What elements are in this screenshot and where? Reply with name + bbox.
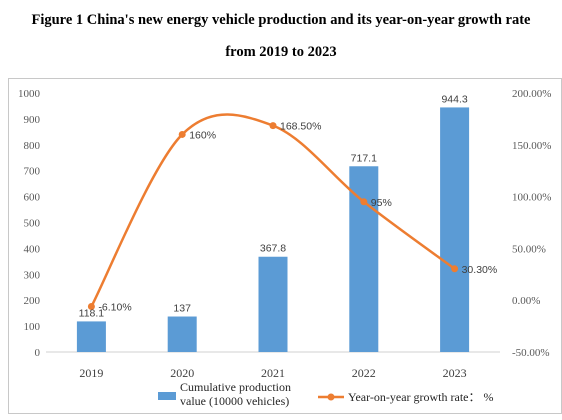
bar <box>440 107 470 352</box>
legend-bar-swatch <box>158 392 176 400</box>
y-left-tick-label: 900 <box>24 114 41 126</box>
bar <box>349 166 379 352</box>
y-right-tick-label: 50.00% <box>512 243 546 255</box>
bar-value-label: 717.1 <box>351 152 377 164</box>
y-right-tick-label: 150.00% <box>512 140 551 152</box>
x-tick-label: 2019 <box>79 366 103 380</box>
line-point <box>87 303 95 311</box>
y-left-tick-label: 1000 <box>18 88 41 100</box>
x-tick-label: 2023 <box>443 366 467 380</box>
legend-line-marker <box>327 393 335 401</box>
line-point <box>360 198 368 206</box>
bar-value-label: 137 <box>173 303 191 315</box>
x-tick-label: 2022 <box>352 366 376 380</box>
y-left-tick-label: 700 <box>24 166 41 178</box>
x-tick-label: 2021 <box>261 366 285 380</box>
x-tick-label: 2020 <box>170 366 194 380</box>
bar-value-label: 944.3 <box>441 93 467 105</box>
y-left-tick-label: 600 <box>24 192 41 204</box>
line-series <box>87 113 459 311</box>
line-point <box>451 265 459 273</box>
growth-value-label: 160% <box>189 129 216 141</box>
y-right-tick-label: -50.00% <box>512 347 550 359</box>
growth-rate-line <box>90 113 456 308</box>
bar <box>76 321 106 352</box>
line-point <box>178 130 186 138</box>
bar-series <box>76 107 470 352</box>
growth-value-label: 30.30% <box>462 264 498 276</box>
bar-value-label: 118.1 <box>79 307 105 319</box>
y-left-tick-label: 200 <box>24 295 41 307</box>
chart-title-line-1: Figure 1 China's new energy vehicle prod… <box>31 12 531 28</box>
y-left-tick-label: 800 <box>24 140 41 152</box>
legend-bar-label-line-1: Cumulative production <box>180 380 291 394</box>
growth-value-label: -6.10% <box>98 302 131 314</box>
line-point <box>269 122 277 130</box>
y-right-tick-label: 100.00% <box>512 192 551 204</box>
legend-bar-label-line-2: value (10000 vehicles) <box>180 394 289 408</box>
y-left-tick-label: 400 <box>24 243 41 255</box>
y-right-tick-label: 200.00% <box>512 88 551 100</box>
bar-value-label: 367.8 <box>260 243 286 255</box>
y-left-tick-label: 500 <box>24 218 41 230</box>
growth-value-label: 95% <box>371 197 392 209</box>
growth-value-label: 168.50% <box>280 121 321 133</box>
y-right-tick-label: 0.00% <box>512 295 540 307</box>
data-labels: 118.1 137 367.8 717.1 944.3 -6.10% 160% 168.50%… <box>79 93 498 319</box>
legend-line-label: Year-on-year growth rate： % <box>348 390 494 404</box>
bar <box>258 256 288 352</box>
y-left-tick-label: 300 <box>24 269 41 281</box>
chart-title-line-2: from 2019 to 2023 <box>225 44 337 60</box>
y-left-tick-label: 0 <box>35 347 41 359</box>
y-left-tick-label: 100 <box>24 321 41 333</box>
bar <box>167 316 197 352</box>
